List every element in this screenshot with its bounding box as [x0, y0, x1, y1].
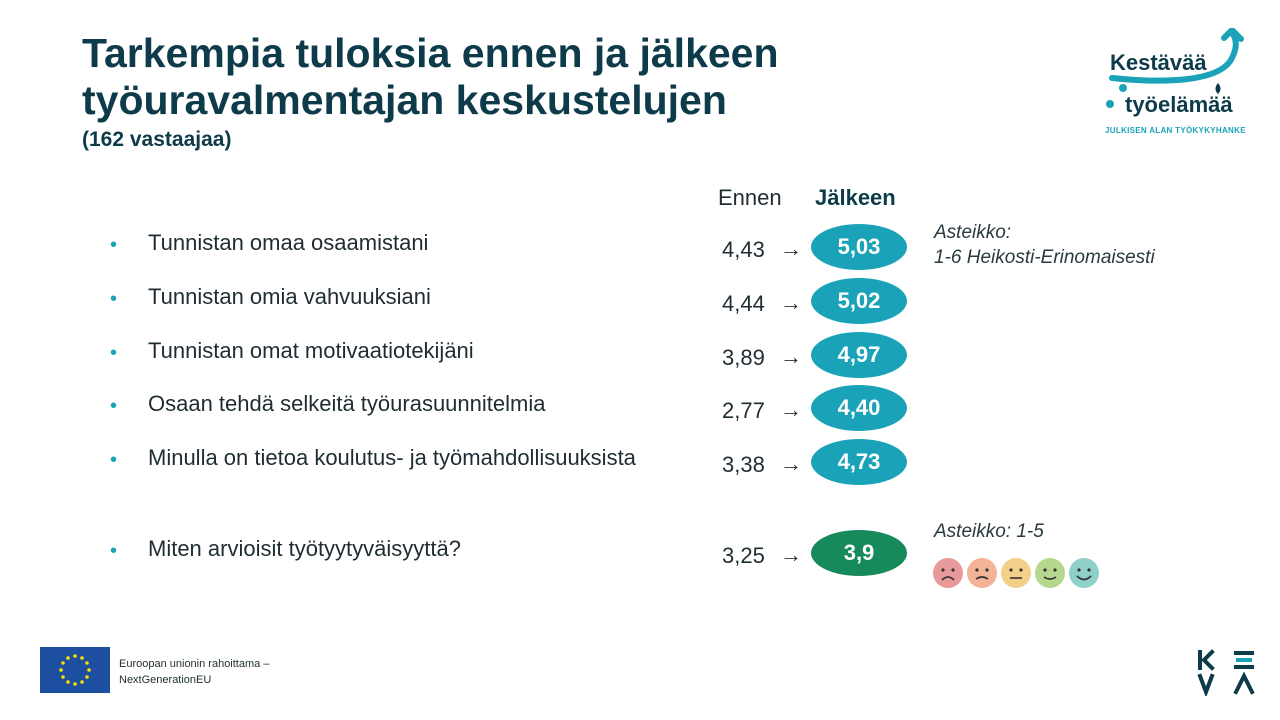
keva-logo-icon — [1197, 649, 1255, 698]
column-header-before: Ennen — [718, 185, 782, 210]
arrow-right-icon: → — [780, 542, 802, 567]
satisfaction-row: • Miten arvioisit työtyytyväisyyttä? 3,2… — [0, 530, 1280, 582]
bullet-icon: • — [110, 395, 118, 417]
arrow-right-icon: → — [780, 290, 802, 315]
column-header-after: Jälkeen — [815, 185, 896, 210]
before-value: 4,43 — [722, 237, 765, 262]
scale-note-title: Asteikko: — [934, 222, 1012, 243]
scale-note-1-6: Asteikko: 1-6 Heikosti-Erinomaisesti — [934, 220, 1155, 270]
logo-tagline: JULKISEN ALAN TYÖKYKYHANKE — [1105, 126, 1246, 135]
title-line-1: Tarkempia tuloksia ennen ja jälkeen — [82, 30, 779, 76]
arrow-right-icon: → — [780, 236, 802, 261]
respondent-count: (162 vastaajaa) — [82, 128, 232, 151]
row-label: Tunnistan omia vahvuuksiani — [148, 284, 431, 309]
page-title: Tarkempia tuloksia ennen ja jälkeen työu… — [82, 30, 779, 124]
bullet-icon: • — [110, 449, 118, 471]
eu-stars-icon — [59, 654, 91, 686]
scale-note-range: 1-6 Heikosti-Erinomaisesti — [934, 247, 1155, 268]
row-label: Osaan tehdä selkeitä työurasuunnitelmia — [148, 391, 546, 416]
before-value: 4,44 — [722, 291, 765, 316]
sad-face-icon — [933, 558, 963, 588]
eu-text-line2: NextGenerationEU — [119, 674, 212, 686]
row-label: Tunnistan omaa osaamistani — [148, 230, 429, 255]
after-value-badge: 5,02 — [811, 278, 907, 324]
bullet-icon: • — [110, 540, 118, 562]
before-value: 3,25 — [722, 543, 765, 568]
result-row: • Tunnistan omia vahvuuksiani 4,44 → 5,0… — [0, 278, 1280, 330]
after-value-badge: 3,9 — [811, 530, 907, 576]
after-value-badge: 5,03 — [811, 224, 907, 270]
before-value: 3,89 — [722, 345, 765, 370]
before-value: 3,38 — [722, 452, 765, 477]
after-value-badge: 4,73 — [811, 439, 907, 485]
result-row: • Tunnistan omat motivaatiotekijäni 3,89… — [0, 332, 1280, 384]
row-label: Tunnistan omat motivaatiotekijäni — [148, 338, 474, 363]
eu-flag-icon — [40, 647, 110, 693]
logo-text-line2: työelämää — [1125, 92, 1233, 117]
row-label: Miten arvioisit työtyytyväisyyttä? — [148, 536, 461, 561]
content-face-icon — [1035, 558, 1065, 588]
before-value: 2,77 — [722, 398, 765, 423]
unhappy-face-icon — [967, 558, 997, 588]
arrow-right-icon: → — [780, 397, 802, 422]
result-row: • Osaan tehdä selkeitä työurasuunnitelmi… — [0, 385, 1280, 437]
arrow-right-icon: → — [780, 344, 802, 369]
bullet-icon: • — [110, 342, 118, 364]
eu-funding-text: Euroopan unionin rahoittama – NextGenera… — [119, 656, 269, 688]
bullet-icon: • — [110, 288, 118, 310]
logo-swoosh-icon — [1106, 28, 1244, 108]
logo-text-line1: Kestävää — [1110, 50, 1207, 75]
faces-scale-icon — [933, 558, 1099, 588]
title-line-2: työuravalmentajan keskustelujen — [82, 77, 727, 123]
satisfaction-faces — [932, 557, 1102, 589]
eu-text-line1: Euroopan unionin rahoittama – — [119, 658, 270, 670]
result-row: • Tunnistan omaa osaamistani 4,43 → 5,03 — [0, 224, 1280, 276]
arrow-right-icon: → — [780, 451, 802, 476]
neutral-face-icon — [1001, 558, 1031, 588]
happy-face-icon — [1069, 558, 1099, 588]
scale-note-1-5: Asteikko: 1-5 — [934, 521, 1044, 542]
result-row: • Minulla on tietoa koulutus- ja työmahd… — [0, 439, 1280, 491]
bullet-icon: • — [110, 234, 118, 256]
kestavaa-tyoelamaa-logo: Kestävää työelämää JULKISEN ALAN TYÖKYKY… — [1100, 28, 1260, 138]
after-value-badge: 4,97 — [811, 332, 907, 378]
keva-logo — [1196, 648, 1258, 698]
after-value-badge: 4,40 — [811, 385, 907, 431]
row-label: Minulla on tietoa koulutus- ja työmahdol… — [148, 445, 636, 470]
